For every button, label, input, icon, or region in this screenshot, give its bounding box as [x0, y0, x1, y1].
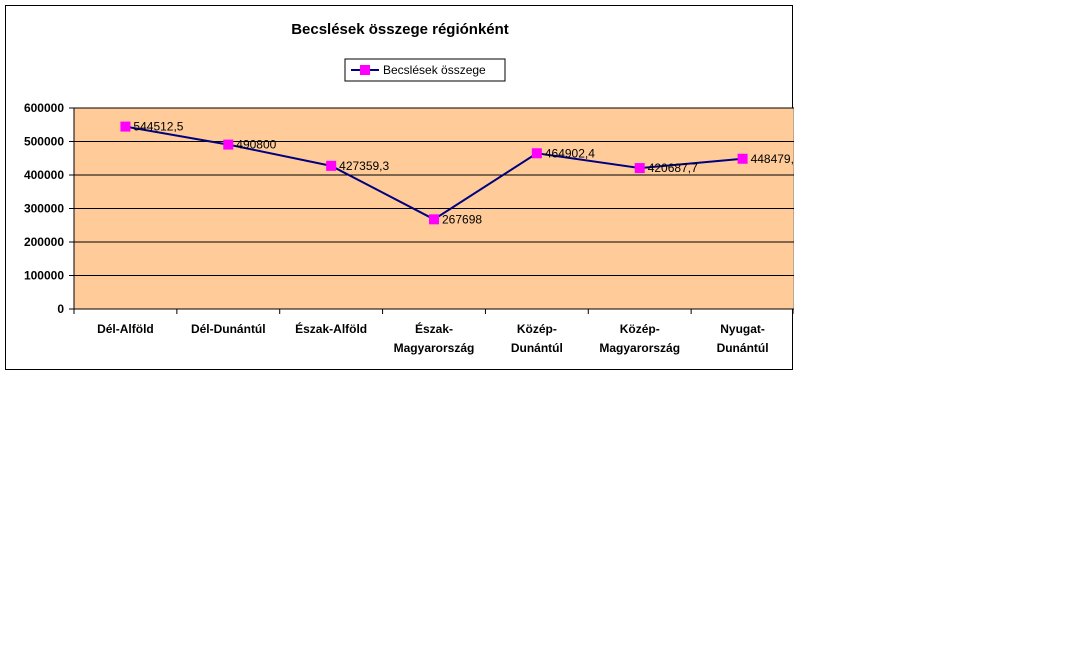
plot-area: 0 100000 200000 300000 400000 500000 600000 Dél…	[24, 101, 794, 355]
x-tick-label-1: Dél-Dunántúl	[191, 322, 266, 336]
y-tick-label-6: 600000	[24, 101, 64, 115]
x-tick-label-0: Dél-Alföld	[97, 322, 154, 336]
y-tick-label-4: 400000	[24, 168, 64, 182]
legend-box	[344, 58, 506, 82]
y-tick-label-0: 0	[57, 302, 64, 316]
data-point-6	[737, 153, 748, 164]
legend-label: Becslések összege	[383, 63, 486, 77]
data-point-3	[429, 214, 439, 225]
y-tick-label-5: 500000	[24, 135, 64, 149]
data-point-2	[326, 160, 337, 171]
data-label-6: 448479,8	[751, 152, 794, 166]
legend: Becslések összege	[344, 58, 506, 82]
data-point-4	[531, 148, 542, 159]
chart-title: Becslések összege régiónként	[291, 21, 509, 38]
y-tick-label-1: 100000	[24, 269, 64, 283]
y-tick-label-2: 200000	[24, 235, 64, 249]
x-tick-label-2: Észak-Alföld	[295, 321, 367, 336]
data-point-1	[223, 139, 234, 150]
x-tick-label-5: Közép-Magyarország	[599, 322, 680, 355]
data-label-5: 420687,7	[648, 161, 698, 175]
data-label-4: 464902,4	[545, 146, 595, 160]
data-label-1: 490800	[236, 138, 276, 152]
y-tick-label-3: 300000	[24, 202, 64, 216]
x-tick-label-3: Észak-Magyarország	[394, 321, 475, 355]
chart: Becslések összege régiónként Becslések ö…	[24, 21, 794, 355]
data-label-0: 544512,5	[133, 120, 183, 134]
chart-frame: Becslések összege régiónként Becslések ö…	[5, 5, 794, 370]
x-tick-label-4: Közép-Dunántúl	[511, 322, 563, 355]
data-label-3: 267698	[442, 212, 482, 226]
legend-marker	[360, 65, 370, 75]
data-point-5	[634, 163, 645, 174]
data-point-0	[120, 121, 131, 132]
x-tick-label-6: Nyugat-Dunántúl	[717, 322, 769, 355]
data-label-2: 427359,3	[339, 159, 389, 173]
